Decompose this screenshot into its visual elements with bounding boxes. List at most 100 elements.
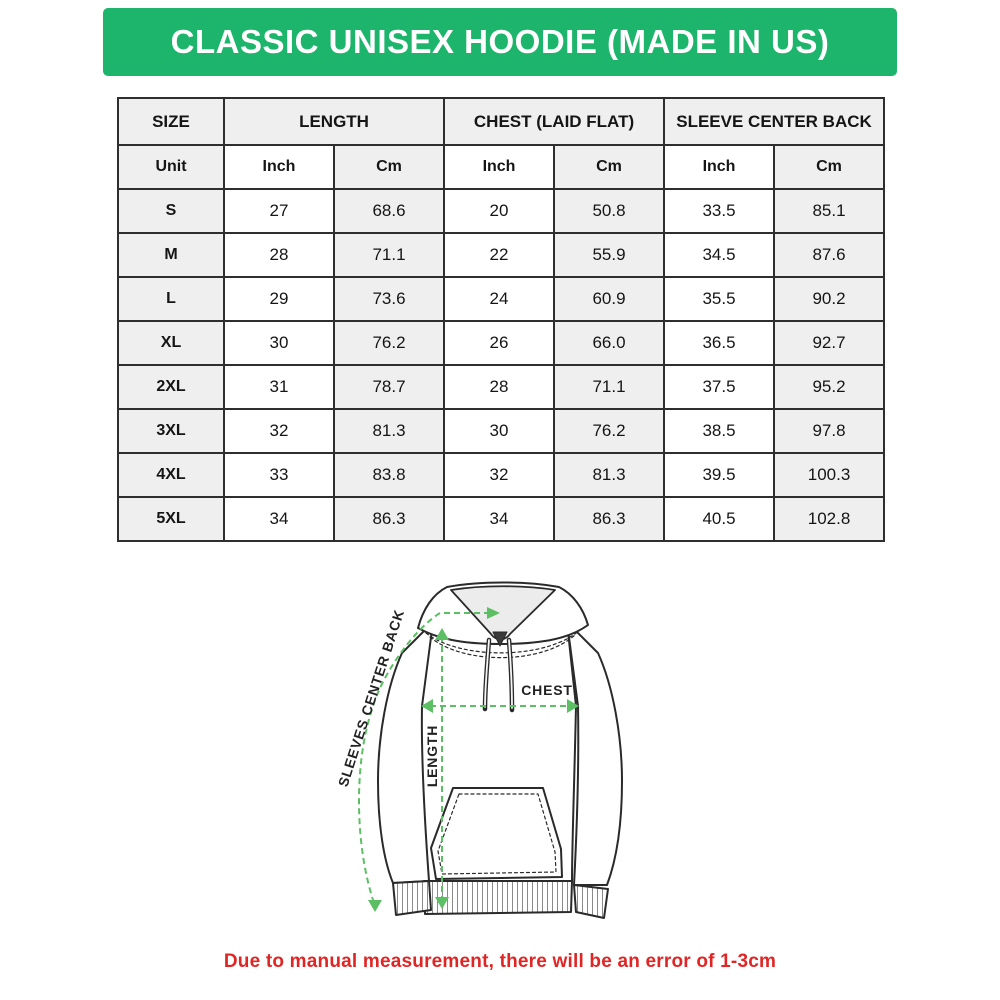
unit-col-header: Inch (223, 144, 335, 190)
value-cell: 90.2 (773, 276, 886, 322)
value-cell: 40.5 (663, 496, 776, 542)
table-row: XL 30 76.2 26 66.0 36.5 92.7 (117, 320, 886, 366)
arrowhead-down-sleeve (368, 900, 382, 912)
table-row: L 29 73.6 24 60.9 35.5 90.2 (117, 276, 886, 322)
value-cell: 34 (223, 496, 335, 542)
row-label: M (117, 232, 225, 278)
hood-neck-v (492, 631, 508, 647)
value-cell: 33.5 (663, 188, 776, 234)
value-cell: 100.3 (773, 452, 886, 498)
value-cell: 37.5 (663, 364, 776, 410)
length-measure-label: LENGTH (424, 724, 440, 788)
value-cell: 30 (223, 320, 335, 366)
value-cell: 85.1 (773, 188, 886, 234)
value-cell: 95.2 (773, 364, 886, 410)
value-cell: 87.6 (773, 232, 886, 278)
hoodie-left-cuff (392, 880, 432, 916)
hoodie-right-cuff (573, 884, 609, 919)
row-label: S (117, 188, 225, 234)
value-cell: 76.2 (553, 408, 666, 454)
value-cell: 31 (223, 364, 335, 410)
value-cell: 32 (443, 452, 556, 498)
table-row: 3XL 32 81.3 30 76.2 38.5 97.8 (117, 408, 886, 454)
unit-row-label: Unit (117, 144, 225, 190)
value-cell: 68.6 (332, 188, 446, 234)
row-label: 2XL (117, 364, 225, 410)
value-cell: 55.9 (553, 232, 666, 278)
value-cell: 36.5 (663, 320, 776, 366)
unit-row: Unit Inch Cm Inch Cm Inch Cm (117, 144, 886, 190)
sleeve-measure-arrow-line (357, 612, 490, 904)
value-cell: 86.3 (553, 496, 666, 542)
value-cell: 20 (443, 188, 556, 234)
unit-col-header: Inch (663, 144, 776, 190)
value-cell: 33 (223, 452, 335, 498)
hoodie-left-sleeve (377, 621, 434, 884)
value-cell: 22 (443, 232, 556, 278)
value-cell: 81.3 (553, 452, 666, 498)
hoodie-pocket (430, 787, 563, 880)
value-cell: 76.2 (332, 320, 446, 366)
arrowhead-up-length (435, 628, 449, 640)
value-cell: 28 (443, 364, 556, 410)
hoodie-line-art-icon (357, 581, 623, 919)
value-cell: 66.0 (553, 320, 666, 366)
table-row: S 27 68.6 20 50.8 33.5 85.1 (117, 188, 886, 234)
page-title: CLASSIC UNISEX HOODIE (MADE IN US) (170, 23, 830, 60)
value-cell: 102.8 (773, 496, 886, 542)
row-label: XL (117, 320, 225, 366)
value-cell: 34.5 (663, 232, 776, 278)
col-header-chest: CHEST (LAID FLAT) (443, 97, 666, 146)
row-label: 4XL (117, 452, 225, 498)
value-cell: 30 (443, 408, 556, 454)
col-header-size: SIZE (117, 97, 225, 146)
value-cell: 26 (443, 320, 556, 366)
value-cell: 97.8 (773, 408, 886, 454)
value-cell: 92.7 (773, 320, 886, 366)
col-header-length: LENGTH (222, 97, 446, 146)
unit-col-header: Inch (443, 144, 556, 190)
unit-col-header: Cm (773, 144, 886, 190)
row-label: 3XL (117, 408, 225, 454)
value-cell: 38.5 (663, 408, 776, 454)
table-row: M 28 71.1 22 55.9 34.5 87.6 (117, 232, 886, 278)
table-header-row: SIZE LENGTH CHEST (LAID FLAT) SLEEVE CEN… (117, 97, 886, 146)
unit-col-header: Cm (332, 144, 446, 190)
value-cell: 83.8 (332, 452, 446, 498)
collar-stitching (425, 629, 581, 654)
value-cell: 35.5 (663, 276, 776, 322)
value-cell: 24 (443, 276, 556, 322)
arrowhead-left-chest (421, 699, 433, 713)
value-cell: 34 (443, 496, 556, 542)
unit-col-header: Cm (553, 144, 666, 190)
measurement-note: Due to manual measurement, there will be… (223, 951, 777, 972)
pocket-stitching (437, 793, 557, 875)
table-row: 5XL 34 86.3 34 86.3 40.5 102.8 (117, 496, 886, 542)
row-label: L (117, 276, 225, 322)
collar-stitching-inner (429, 633, 577, 659)
value-cell: 39.5 (663, 452, 776, 498)
value-cell: 81.3 (332, 408, 446, 454)
table-row: 2XL 31 78.7 28 71.1 37.5 95.2 (117, 364, 886, 410)
arrowhead-right-chest (567, 699, 579, 713)
table-row: 4XL 33 83.8 32 81.3 39.5 100.3 (117, 452, 886, 498)
value-cell: 29 (223, 276, 335, 322)
value-cell: 50.8 (553, 188, 666, 234)
value-cell: 73.6 (332, 276, 446, 322)
hoodie-measurement-diagram: CHEST LENGTH SLEEVES CENTER BACK (330, 576, 670, 936)
value-cell: 32 (223, 408, 335, 454)
row-label: 5XL (117, 496, 225, 542)
value-cell: 78.7 (332, 364, 446, 410)
value-cell: 71.1 (332, 232, 446, 278)
size-chart-table: SIZE LENGTH CHEST (LAID FLAT) SLEEVE CEN… (117, 97, 886, 542)
chest-measure-label: CHEST (521, 682, 573, 698)
arrowhead-right-hood (487, 607, 500, 619)
col-header-sleeve: SLEEVE CENTER BACK (663, 97, 886, 146)
value-cell: 60.9 (553, 276, 666, 322)
title-banner: CLASSIC UNISEX HOODIE (MADE IN US) (103, 8, 897, 76)
value-cell: 86.3 (332, 496, 446, 542)
hoodie-right-sleeve (566, 621, 623, 886)
arrowhead-down-length (435, 897, 449, 909)
value-cell: 71.1 (553, 364, 666, 410)
